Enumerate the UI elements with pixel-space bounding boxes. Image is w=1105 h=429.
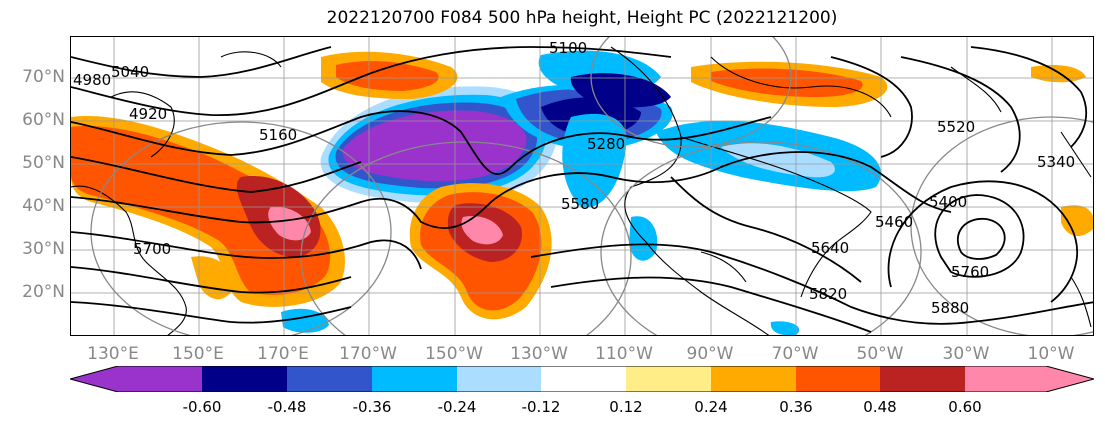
- colorbar-seg-0: [70, 366, 202, 392]
- graticule: [71, 37, 1093, 335]
- lon-label-130w: 130°W: [510, 344, 568, 364]
- lon-label-90w: 90°W: [686, 344, 734, 364]
- colorbar-seg-5: [541, 366, 626, 392]
- lat-label-40n: 40°N: [22, 196, 65, 216]
- lon-label-150w: 150°W: [425, 344, 483, 364]
- lon-label-170e: 170°E: [257, 344, 309, 364]
- contour-label-5100: 5100: [549, 39, 587, 57]
- colorbar-seg-7: [711, 366, 796, 392]
- map-title: 2022120700 F084 500 hPa height, Height P…: [326, 8, 838, 28]
- contour-label-5820: 5820: [809, 285, 847, 303]
- colorbar-seg-3: [372, 366, 457, 392]
- contour-label-5580: 5580: [561, 195, 599, 213]
- lon-label-170w: 170°W: [339, 344, 397, 364]
- map-svg: 5100 5040 4920 4980 5160 5280 5400 5520 …: [71, 37, 1093, 335]
- colorbar-seg-1: [202, 366, 287, 392]
- colorbar-seg-6: [626, 366, 711, 392]
- colorbar-label: 0.12: [609, 398, 643, 416]
- lon-label-50w: 50°W: [856, 344, 904, 364]
- colorbar: [70, 366, 1094, 392]
- contour-label-5400: 5400: [929, 193, 967, 211]
- colorbar-label: -0.36: [352, 398, 392, 416]
- colorbar-seg-2: [287, 366, 372, 392]
- lat-label-30n: 30°N: [22, 239, 65, 259]
- contour-label-5340: 5340: [1037, 153, 1075, 171]
- lon-label-70w: 70°W: [771, 344, 819, 364]
- lat-label-70n: 70°N: [22, 67, 65, 87]
- contour-label-5760: 5760: [951, 263, 989, 281]
- lat-label-20n: 20°N: [22, 282, 65, 302]
- tracks: [90, 37, 1093, 335]
- contour-label-5460: 5460: [875, 213, 913, 231]
- contour-label-4920: 4920: [129, 105, 167, 123]
- contour-label-5040: 5040: [111, 63, 149, 81]
- contour-labels: 5100 5040 4920 4980 5160 5280 5400 5520 …: [73, 39, 1075, 317]
- colorbar-label: -0.48: [267, 398, 307, 416]
- height-contours: [71, 46, 1093, 333]
- contour-label-5700: 5700: [133, 240, 171, 258]
- colorbar-label: -0.24: [437, 398, 477, 416]
- contour-label-5280: 5280: [587, 135, 625, 153]
- lon-label-110w: 110°W: [595, 344, 653, 364]
- colorbar-label: 0.48: [863, 398, 897, 416]
- lon-label-150e: 150°E: [172, 344, 224, 364]
- colorbar-label: 0.24: [694, 398, 728, 416]
- contour-label-4980: 4980: [73, 71, 111, 89]
- contour-label-5880: 5880: [931, 299, 969, 317]
- contour-label-5640: 5640: [811, 239, 849, 257]
- lat-label-60n: 60°N: [22, 110, 65, 130]
- contour-label-5160: 5160: [259, 126, 297, 144]
- contour-label-5520: 5520: [937, 118, 975, 136]
- colorbar-seg-4: [457, 366, 541, 392]
- colorbar-label: -0.12: [521, 398, 561, 416]
- colorbar-label: -0.60: [182, 398, 222, 416]
- lat-label-50n: 50°N: [22, 153, 65, 173]
- colorbar-seg-10: [965, 366, 1094, 392]
- lon-label-10w: 10°W: [1027, 344, 1075, 364]
- colorbar-label: 0.36: [779, 398, 813, 416]
- colorbar-label: 0.60: [948, 398, 982, 416]
- map-panel: 5100 5040 4920 4980 5160 5280 5400 5520 …: [70, 36, 1094, 336]
- lon-label-130e: 130°E: [87, 344, 139, 364]
- colorbar-seg-8: [796, 366, 880, 392]
- colorbar-seg-9: [880, 366, 965, 392]
- lon-label-30w: 30°W: [942, 344, 990, 364]
